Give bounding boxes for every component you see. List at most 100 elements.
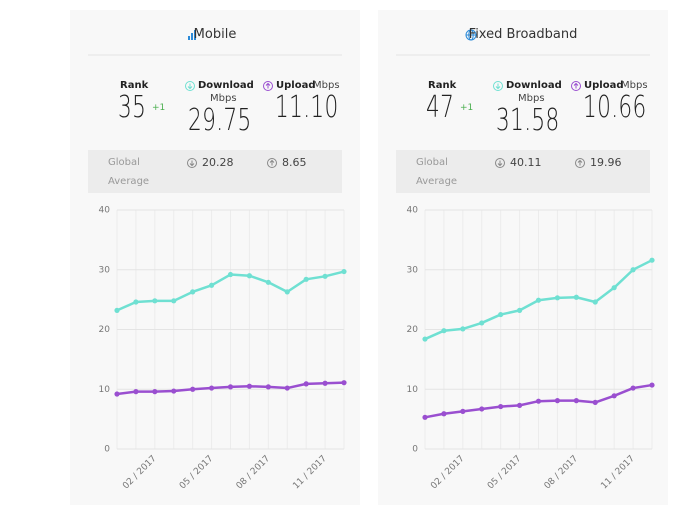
point xyxy=(303,276,309,282)
chart: 0 10 20 30 40 02 / 2017 05 / 2017 08 / 2017 11 /… xyxy=(88,30,347,492)
point xyxy=(227,271,234,278)
rank-change: +1 xyxy=(152,103,166,113)
rank-label: Rank xyxy=(428,80,457,91)
point xyxy=(592,299,598,305)
download-label: Download xyxy=(198,80,254,91)
global-download: 20.28 xyxy=(202,156,234,169)
y-tick-label: 30 xyxy=(407,265,419,275)
point xyxy=(535,398,542,404)
point xyxy=(592,399,598,405)
point xyxy=(171,388,177,394)
y-tick-label: 30 xyxy=(99,265,111,275)
global-box: Global Average 20.28 8.65 xyxy=(88,150,342,193)
download-value: 29.75 xyxy=(188,103,252,138)
point xyxy=(265,384,271,390)
x-tick-label: 05 / 2017 xyxy=(178,454,216,492)
global-download: 40.11 xyxy=(510,156,542,169)
point xyxy=(246,383,253,389)
arrow-icon xyxy=(571,81,581,91)
x-tick-label: 11 / 2017 xyxy=(291,454,329,492)
point xyxy=(190,289,196,295)
point xyxy=(479,406,485,412)
point xyxy=(208,385,215,391)
y-tick-label: 0 xyxy=(104,445,110,455)
point xyxy=(630,267,636,273)
point xyxy=(422,336,428,342)
x-tick-label: 08 / 2017 xyxy=(543,454,581,492)
download-value: 31.58 xyxy=(496,103,560,138)
arrow xyxy=(269,159,275,166)
point xyxy=(246,273,253,279)
upload-value: 10.66 xyxy=(583,90,647,125)
panel: 0 10 20 30 40 02 / 2017 05 / 2017 08 / 2017 11 /… xyxy=(70,10,360,505)
arrow-icon xyxy=(495,158,505,168)
arrow-icon xyxy=(493,81,503,91)
rank-label: Rank xyxy=(120,80,149,91)
upload-unit: Mbps xyxy=(621,80,648,91)
point xyxy=(649,257,655,263)
x-tick-label: 11 / 2017 xyxy=(599,454,637,492)
point xyxy=(171,298,177,304)
download-label: Download xyxy=(506,80,562,91)
chart: 0 10 20 30 40 02 / 2017 05 / 2017 08 / 2017 11 /… xyxy=(396,29,655,492)
point xyxy=(479,320,485,326)
rank-value: 47 xyxy=(426,90,455,125)
arrow xyxy=(265,82,271,89)
signal-icon xyxy=(191,33,193,40)
point xyxy=(284,385,290,391)
point xyxy=(114,307,120,313)
point xyxy=(460,408,466,414)
x-tick-label: 02 / 2017 xyxy=(429,454,467,492)
panel-title: Fixed Broadband xyxy=(468,27,578,42)
point xyxy=(341,380,347,386)
point xyxy=(114,391,120,397)
point xyxy=(152,298,158,304)
signal-icon xyxy=(194,30,196,40)
global-icons xyxy=(495,158,585,168)
point xyxy=(630,385,636,391)
global-icons xyxy=(187,158,277,168)
y-tick-label: 40 xyxy=(99,206,111,216)
rank-value: 35 xyxy=(118,90,147,125)
download-unit: Mbps xyxy=(210,93,237,104)
arrow xyxy=(189,160,195,167)
point xyxy=(133,299,139,305)
point xyxy=(611,393,617,399)
point xyxy=(498,403,504,410)
signal-icon xyxy=(188,36,190,40)
point xyxy=(498,311,504,318)
point xyxy=(303,381,309,387)
y-tick-label: 20 xyxy=(407,325,419,335)
arrow xyxy=(497,160,503,167)
point xyxy=(516,402,523,408)
point xyxy=(611,285,617,291)
point xyxy=(516,307,523,313)
arrow xyxy=(187,83,193,90)
upload-label: Upload xyxy=(276,80,316,91)
x-tick-label: 05 / 2017 xyxy=(486,454,524,492)
upload-value: 11.10 xyxy=(275,90,339,125)
point xyxy=(441,411,447,417)
arrow xyxy=(495,83,501,90)
y-tick-label: 40 xyxy=(407,206,419,216)
point xyxy=(573,398,579,404)
point xyxy=(554,398,561,404)
point xyxy=(322,380,328,386)
point xyxy=(265,279,271,285)
arrow-icon xyxy=(575,158,585,168)
panel-title: Mobile xyxy=(193,27,237,42)
arrow-icon xyxy=(187,158,197,168)
point xyxy=(190,386,196,392)
arrow-icon xyxy=(185,81,195,91)
global-label: Global Average xyxy=(108,157,150,187)
point xyxy=(460,326,466,332)
global-upload: 8.65 xyxy=(282,156,307,169)
upload-unit: Mbps xyxy=(313,80,340,91)
point xyxy=(133,389,139,395)
point xyxy=(322,273,328,279)
point xyxy=(573,294,579,300)
point xyxy=(152,389,158,395)
point xyxy=(341,268,347,275)
point xyxy=(554,295,561,301)
